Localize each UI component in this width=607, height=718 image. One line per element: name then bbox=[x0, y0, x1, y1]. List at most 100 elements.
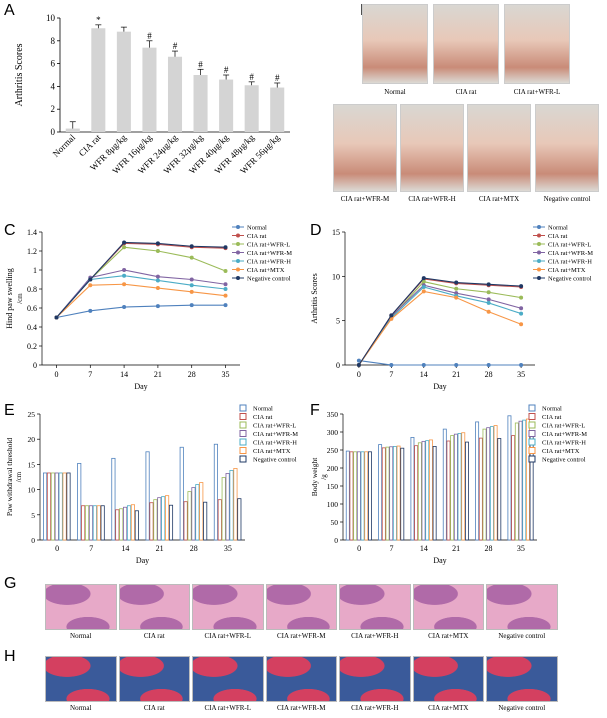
y-tick-label: 4 bbox=[51, 81, 56, 91]
histology-caption: Normal bbox=[70, 704, 92, 712]
bar bbox=[378, 444, 383, 541]
data-point bbox=[54, 315, 59, 320]
data-point bbox=[223, 287, 228, 291]
bar bbox=[116, 31, 131, 132]
legend-marker bbox=[537, 250, 541, 255]
bar bbox=[270, 87, 285, 132]
data-point bbox=[189, 255, 194, 260]
bar bbox=[134, 510, 139, 541]
paw-photo bbox=[400, 104, 464, 192]
bar bbox=[417, 442, 422, 541]
histology-caption: CIA rat bbox=[143, 704, 165, 712]
legend-swatch bbox=[528, 404, 536, 412]
bar bbox=[428, 439, 433, 541]
legend-marker bbox=[236, 225, 240, 229]
bar bbox=[229, 470, 234, 541]
legend-swatch bbox=[239, 438, 247, 446]
y-axis-label: Arthritis Scores bbox=[14, 43, 25, 106]
x-tick-label: 35 bbox=[517, 370, 525, 379]
data-point bbox=[454, 286, 459, 291]
y-tick-label: 8 bbox=[51, 36, 56, 46]
bar bbox=[91, 28, 106, 132]
significance-mark: # bbox=[224, 65, 229, 75]
data-point bbox=[519, 311, 524, 316]
bar bbox=[167, 56, 183, 133]
bar bbox=[54, 472, 59, 541]
bar bbox=[489, 426, 494, 541]
y-tick-label: 0.6 bbox=[27, 304, 37, 313]
x-tick-label: 7 bbox=[88, 370, 92, 379]
histology-caption: CIA rat+WFR-H bbox=[351, 632, 399, 640]
panel-label-g: G bbox=[4, 575, 17, 592]
legend-label: Negative control bbox=[253, 457, 297, 464]
legend-marker bbox=[537, 225, 541, 229]
paw-photo bbox=[362, 4, 428, 84]
data-point bbox=[356, 358, 361, 363]
series-line bbox=[56, 269, 226, 318]
x-tick-label: 7 bbox=[390, 544, 394, 553]
legend-label: CIA rat+WFR-H bbox=[247, 259, 291, 266]
bar bbox=[100, 505, 105, 541]
histology-image bbox=[265, 584, 337, 630]
data-point bbox=[223, 245, 228, 250]
y-tick-label: 0 bbox=[336, 361, 340, 370]
legend-swatch bbox=[528, 413, 536, 420]
histology-image bbox=[118, 656, 190, 702]
histology-caption: CIA rat+WFR-M bbox=[277, 704, 326, 712]
legend-label: CIA rat+MTX bbox=[548, 267, 586, 274]
legend-label: Negative control bbox=[542, 457, 586, 464]
data-point bbox=[486, 300, 491, 305]
bar bbox=[392, 446, 397, 541]
legend-swatch bbox=[528, 447, 536, 454]
legend-marker bbox=[236, 233, 240, 238]
bar bbox=[381, 447, 386, 541]
x-axis-label: Day bbox=[433, 556, 446, 565]
data-point bbox=[486, 282, 491, 287]
legend-swatch bbox=[239, 421, 247, 429]
data-point bbox=[454, 280, 459, 285]
histology-caption: Negative control bbox=[498, 632, 546, 640]
data-point bbox=[223, 293, 228, 298]
bar bbox=[446, 440, 451, 541]
data-point bbox=[122, 268, 127, 272]
data-point bbox=[223, 268, 228, 273]
data-point bbox=[223, 282, 228, 287]
bar bbox=[66, 472, 71, 541]
data-point bbox=[389, 316, 394, 321]
data-point bbox=[155, 278, 160, 283]
y-tick-label: 0.4 bbox=[27, 323, 37, 332]
legend-label: Normal bbox=[548, 225, 568, 232]
legend-label: CIA rat bbox=[542, 414, 562, 421]
legend-label: CIA rat+MTX bbox=[542, 448, 580, 455]
photo-caption: CIA rat+MTX bbox=[478, 195, 520, 203]
bar bbox=[465, 441, 469, 541]
series-line bbox=[358, 286, 522, 366]
histology-image bbox=[486, 584, 558, 630]
histology-caption: CIA rat+WFR-H bbox=[351, 704, 399, 712]
y-tick-label: 250 bbox=[327, 446, 339, 455]
legend-label: CIA rat+WFR-M bbox=[542, 431, 587, 438]
y-tick-label: 1.2 bbox=[27, 247, 37, 256]
legend-marker bbox=[236, 267, 240, 272]
bar bbox=[187, 491, 192, 541]
bar bbox=[153, 499, 158, 541]
x-tick-label: 14 bbox=[420, 544, 428, 553]
series-line bbox=[358, 277, 522, 366]
bar bbox=[478, 437, 483, 541]
data-point bbox=[155, 241, 160, 246]
panel-label-h: H bbox=[4, 648, 16, 665]
x-axis-label: Day bbox=[433, 382, 446, 391]
bar bbox=[221, 477, 226, 541]
legend-label: Normal bbox=[247, 225, 267, 232]
histology-image bbox=[192, 584, 264, 630]
y-tick-label: 1 bbox=[33, 266, 37, 275]
bar bbox=[389, 446, 394, 541]
y-tick-label: 6 bbox=[51, 59, 56, 69]
paw-photo bbox=[333, 104, 397, 192]
bar bbox=[518, 420, 523, 541]
histology-caption: CIA rat+MTX bbox=[428, 632, 469, 640]
x-tick-label: 35 bbox=[222, 370, 230, 379]
data-point bbox=[421, 276, 426, 281]
bar bbox=[442, 428, 447, 541]
photo-caption: CIA rat+WFR-M bbox=[340, 195, 390, 203]
